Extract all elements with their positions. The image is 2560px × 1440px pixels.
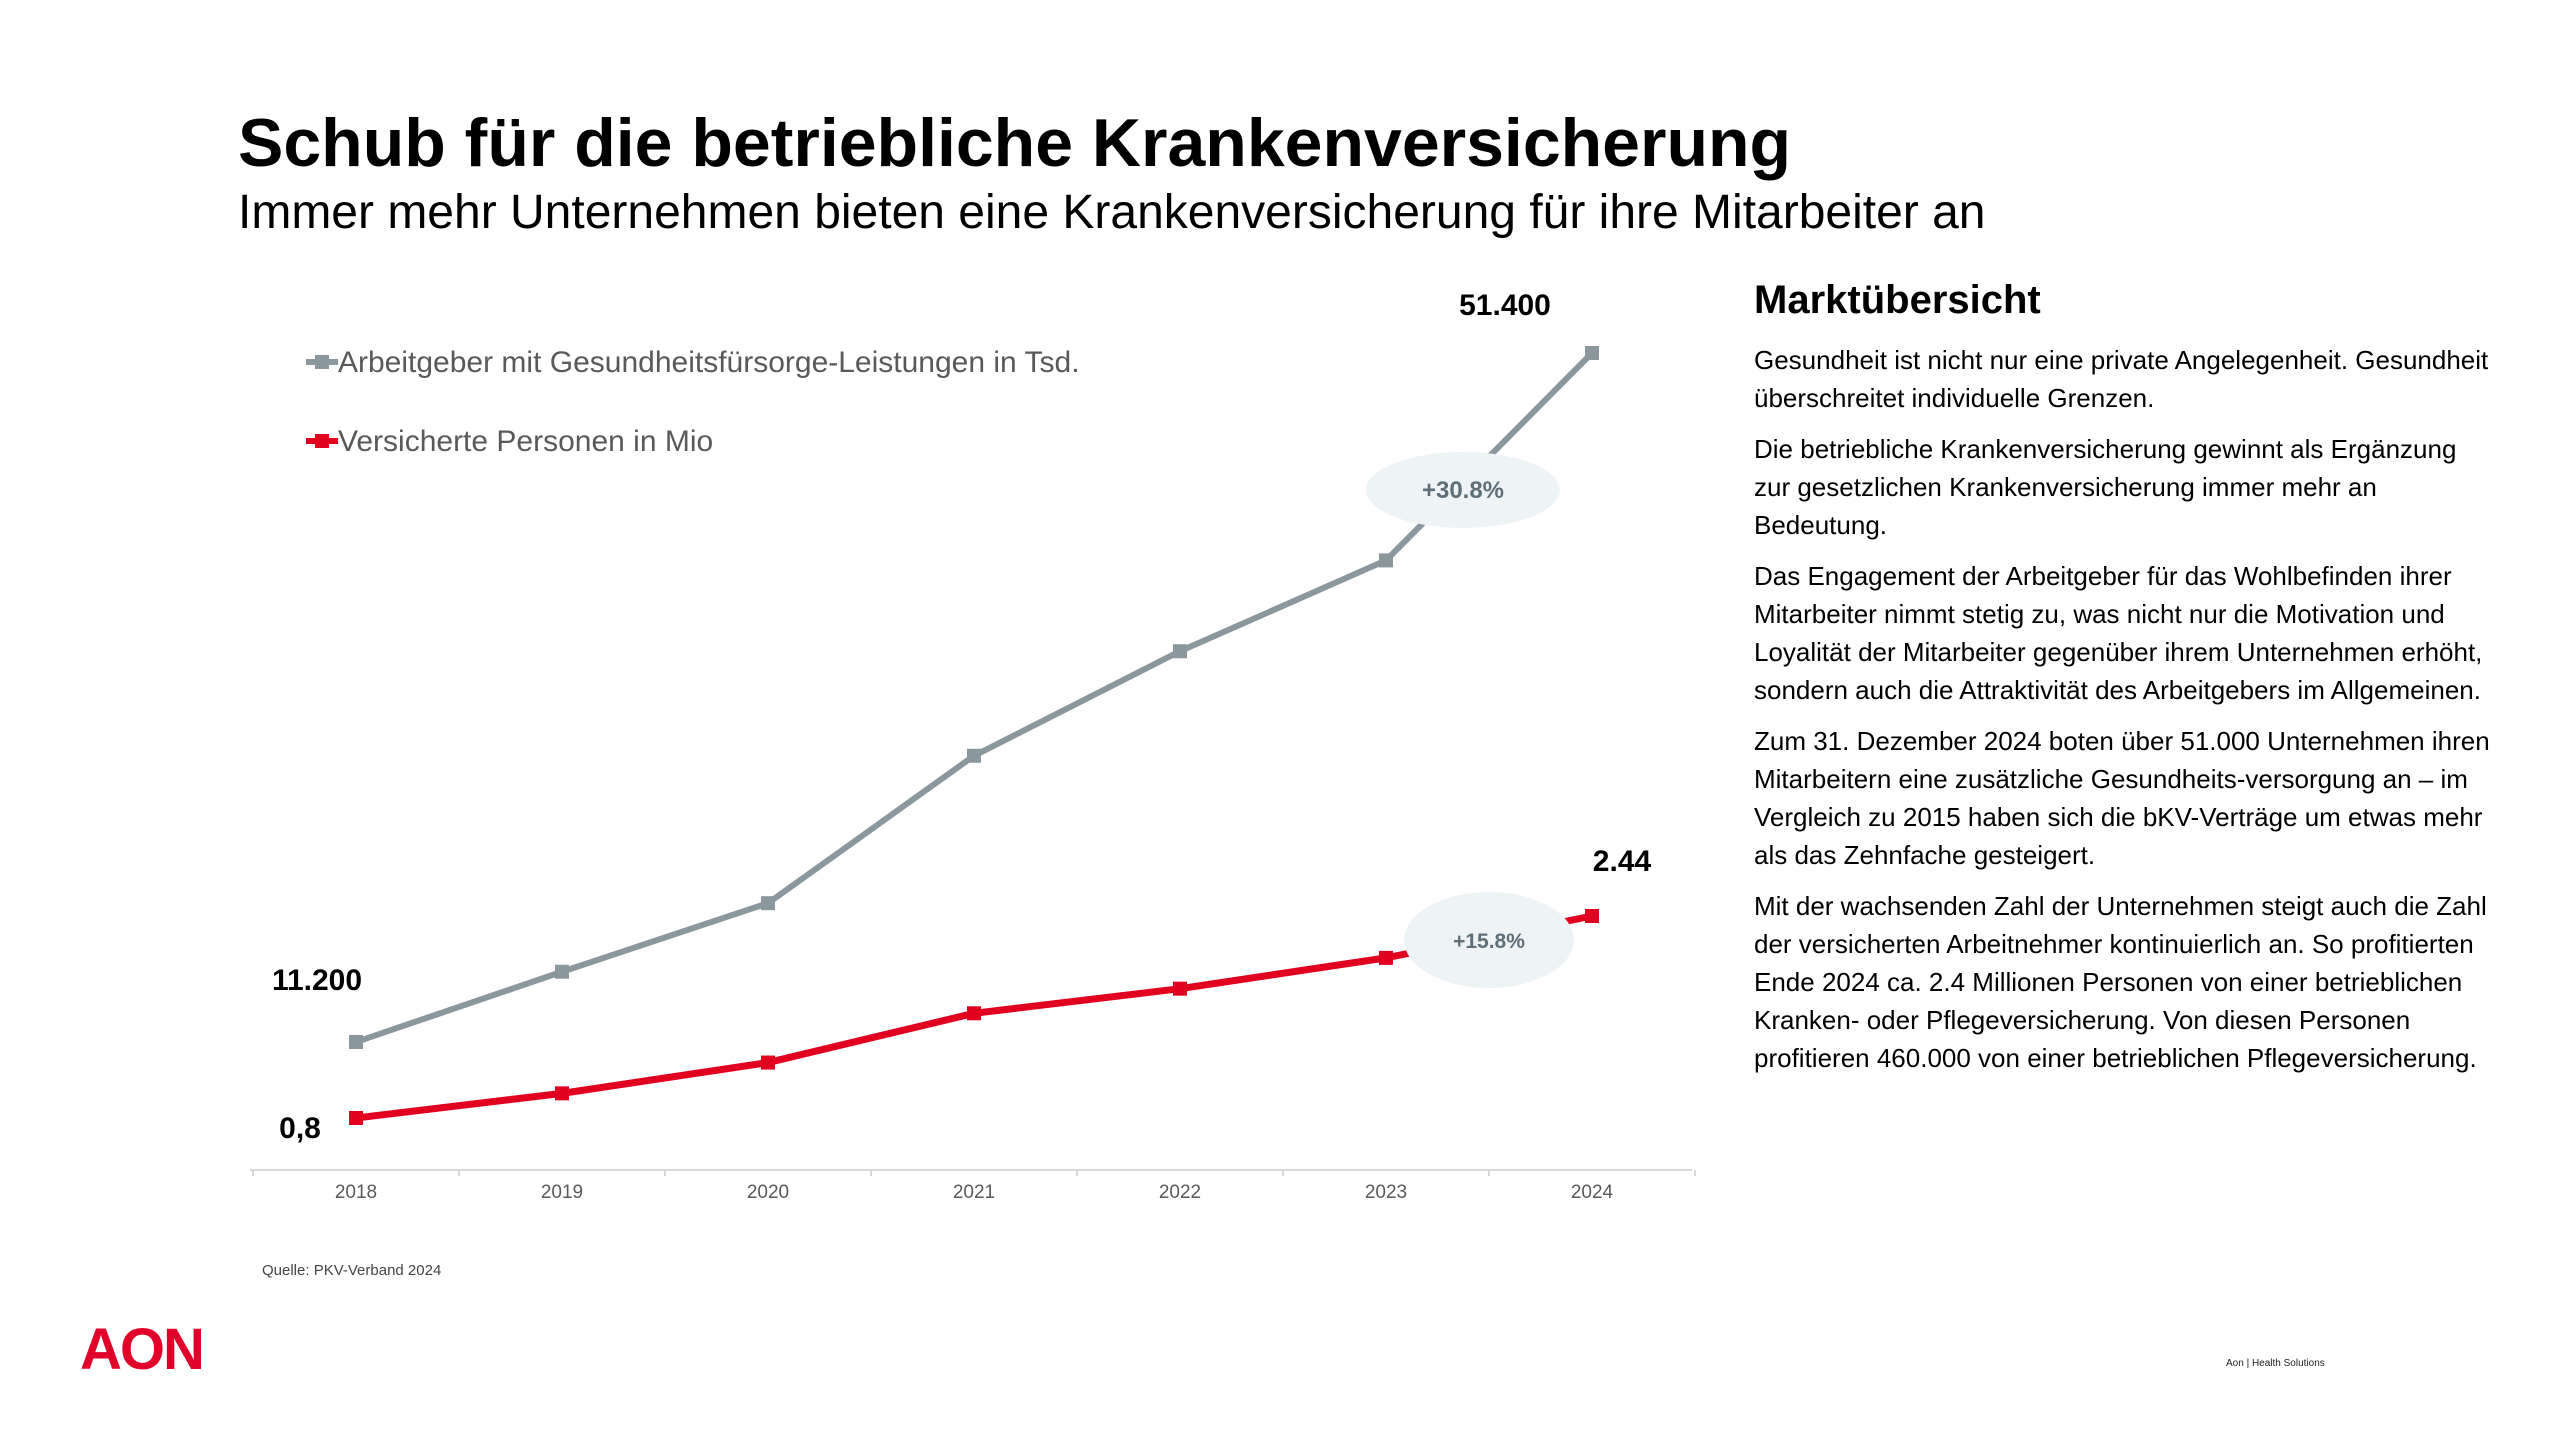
growth-label: +15.8% xyxy=(1453,930,1525,953)
data-label-last: 51.400 xyxy=(1459,289,1551,322)
x-tick-label: 2018 xyxy=(335,1182,377,1203)
x-tick-label: 2023 xyxy=(1365,1182,1407,1203)
footer-text: Aon | Health Solutions xyxy=(2226,1358,2325,1369)
overview-paragraph-2: Die betriebliche Krankenversicherung gew… xyxy=(1754,434,2457,540)
market-overview-heading: Marktübersicht xyxy=(1754,278,2041,322)
data-point xyxy=(555,964,569,979)
data-point xyxy=(1585,346,1599,360)
x-tick-label: 2022 xyxy=(1159,1182,1201,1203)
data-point xyxy=(349,1035,363,1049)
data-point xyxy=(761,896,775,911)
growth-label: +30.8% xyxy=(1422,477,1504,504)
growth-bubble xyxy=(1404,892,1574,988)
slide-title: Schub für die betriebliche Krankenversic… xyxy=(238,105,1792,181)
data-point xyxy=(1173,981,1187,996)
growth-bubble xyxy=(1366,452,1560,528)
data-point xyxy=(555,1086,569,1101)
source-note: Quelle: PKV-Verband 2024 xyxy=(262,1262,442,1279)
x-tick-label: 2019 xyxy=(541,1182,583,1203)
legend-marker xyxy=(315,355,329,369)
data-point xyxy=(1379,950,1393,965)
data-label-last: 2.44 xyxy=(1593,845,1652,878)
data-point xyxy=(349,1111,363,1125)
data-point xyxy=(967,748,981,763)
data-point xyxy=(1173,644,1187,659)
slide-subtitle: Immer mehr Unternehmen bieten eine Krank… xyxy=(238,186,1986,239)
aon-logo: AON xyxy=(80,1317,205,1382)
data-point xyxy=(1379,553,1393,568)
legend-label: Versicherte Personen in Mio xyxy=(338,425,713,458)
data-point xyxy=(1585,909,1599,923)
overview-paragraph-5: Mit der wachsenden Zahl der Unternehmen … xyxy=(1754,891,2487,1073)
data-point xyxy=(761,1055,775,1070)
overview-paragraph-4: Zum 31. Dezember 2024 boten über 51.000 … xyxy=(1754,726,2490,870)
x-tick-label: 2021 xyxy=(953,1182,995,1203)
x-tick-label: 2020 xyxy=(747,1182,789,1203)
data-point xyxy=(967,1006,981,1021)
overview-paragraph-1: Gesundheit ist nicht nur eine private An… xyxy=(1754,345,2489,413)
market-overview-panel: Marktübersicht Gesundheit ist nicht nur … xyxy=(1754,275,2499,1090)
data-label-first: 0,8 xyxy=(279,1112,321,1145)
overview-paragraph-3: Das Engagement der Arbeitgeber für das W… xyxy=(1754,561,2483,705)
x-tick-label: 2024 xyxy=(1571,1182,1614,1203)
data-label-first: 11.200 xyxy=(272,964,362,997)
legend-label: Arbeitgeber mit Gesundheitsfürsorge-Leis… xyxy=(338,346,1080,379)
legend-marker xyxy=(315,434,329,448)
